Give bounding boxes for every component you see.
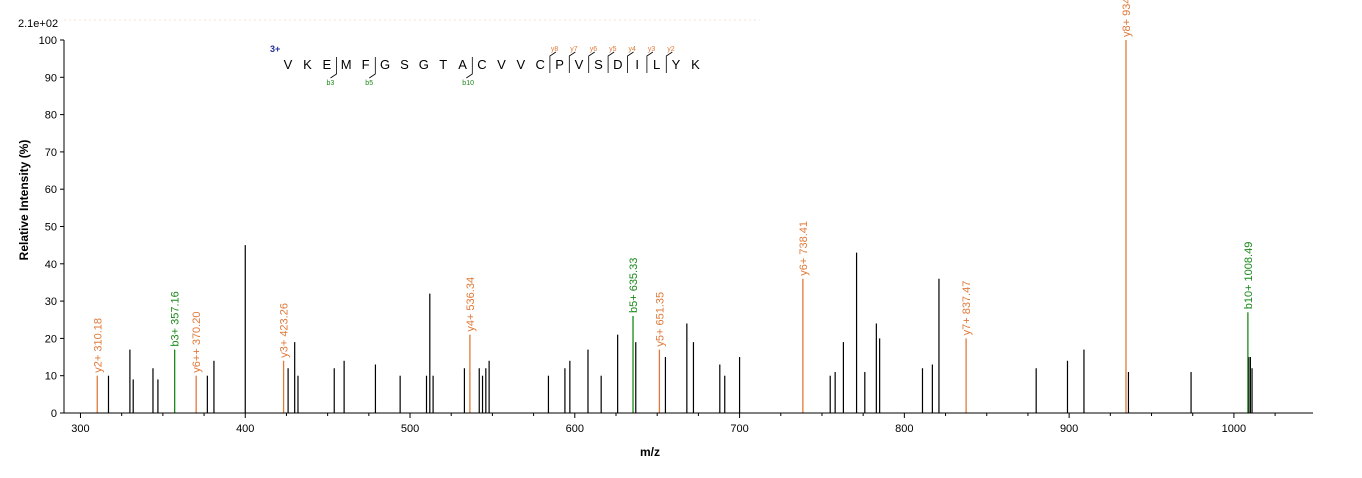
x-tick-label: 700	[730, 423, 748, 435]
sequence-residue: S	[594, 57, 603, 72]
sequence-residue: K	[303, 57, 312, 72]
y-tick-label: 50	[45, 222, 57, 234]
b-ion-bracket	[369, 57, 376, 79]
x-tick-label: 400	[236, 423, 254, 435]
peak-label: y6+ 738.41	[798, 221, 810, 276]
y-tick-label: 70	[45, 147, 57, 159]
peak-label: b10+ 1008.49	[1243, 242, 1255, 310]
y-tick-label: 0	[51, 408, 57, 420]
sequence-residue: V	[497, 57, 506, 72]
y-ion-bracket	[665, 51, 673, 73]
y-ion-bracket	[549, 51, 557, 73]
sequence-residue: T	[439, 57, 447, 72]
sequence-residue: L	[653, 57, 660, 72]
b-ion-bracket	[330, 57, 337, 79]
peak-label: b3+ 357.16	[170, 291, 182, 346]
x-tick-label: 600	[566, 423, 584, 435]
x-tick-label: 800	[895, 423, 913, 435]
sequence-residue: A	[458, 57, 467, 72]
sequence-residue: Y	[672, 57, 681, 72]
y-ion-tag: y2	[667, 46, 675, 53]
b-ion-tag: b10	[462, 80, 474, 87]
sequence-residue: E	[322, 57, 331, 72]
sequence-residue: G	[419, 57, 429, 72]
peak-label: y7+ 837.47	[961, 281, 973, 336]
x-axis-title: m/z	[640, 445, 660, 459]
b-ion-tag: b5	[365, 80, 373, 87]
peak-label: b5+ 635.33	[628, 258, 640, 313]
sequence-residue: F	[362, 57, 370, 72]
sequence-residue: D	[613, 57, 622, 72]
y-ion-bracket	[568, 51, 576, 73]
x-tick-label: 900	[1060, 423, 1078, 435]
sequence-residue: K	[691, 57, 700, 72]
y-tick-label: 60	[45, 184, 57, 196]
y-ion-bracket	[607, 51, 615, 73]
sequence-residue: P	[555, 57, 564, 72]
y-tick-label: 30	[45, 296, 57, 308]
sequence-residue: V	[516, 57, 525, 72]
x-tick-label: 500	[401, 423, 419, 435]
b-ion-tag: b3	[327, 80, 335, 87]
charge-state-label: 3+	[270, 44, 280, 54]
y-ion-tag: y3	[648, 46, 656, 53]
b-ion-bracket	[466, 57, 473, 79]
y-tick-label: 90	[45, 72, 57, 84]
y-ion-bracket	[588, 51, 595, 73]
peak-label: y3+ 423.26	[279, 303, 291, 358]
peak-label: y2+ 310.18	[92, 318, 104, 373]
sequence-residue: C	[536, 57, 545, 72]
sequence-residue: M	[341, 57, 352, 72]
y-ion-tag: y8	[551, 46, 559, 53]
y-ion-tag: y7	[570, 46, 578, 53]
sequence-residue: G	[380, 57, 390, 72]
y-tick-label: 80	[45, 110, 57, 122]
peak-label: y5+ 651.35	[654, 292, 666, 347]
y-tick-label: 100	[39, 35, 57, 47]
y-ion-bracket	[646, 51, 654, 73]
peak-label: y8+ 934.50	[1121, 0, 1133, 37]
sequence-residue: V	[575, 57, 584, 72]
y-ion-tag: y6	[590, 46, 598, 53]
y-tick-label: 20	[45, 333, 57, 345]
scale-label: 2.1e+02	[18, 18, 58, 30]
y-ion-tag: y4	[629, 46, 637, 53]
y-ion-tag: y5	[609, 46, 617, 53]
y-ion-bracket	[627, 51, 634, 73]
sequence-residue: S	[400, 57, 409, 72]
ticks-layer: 0 10 20 30 40 50 60 70 80 90 100 300 400 500 600 700 800…	[39, 35, 1276, 435]
peak-label: y6++ 370.20	[191, 312, 203, 373]
sequence-residue: C	[477, 57, 486, 72]
sequence-residue: V	[284, 57, 293, 72]
y-tick-label: 10	[45, 371, 57, 383]
x-tick-label: 300	[71, 423, 89, 435]
peak-labels-layer: y2+ 310.18 b3+ 357.16 y6++ 370.20 y3+ 423.2…	[92, 0, 1255, 373]
y-axis-title: Relative Intensity (%)	[17, 140, 31, 261]
peaks-layer	[96, 40, 1253, 413]
y-tick-label: 40	[45, 259, 57, 271]
peak-label: y4+ 536.34	[465, 277, 477, 332]
x-tick-label: 1000	[1222, 423, 1246, 435]
sequence-residue: I	[635, 57, 639, 72]
